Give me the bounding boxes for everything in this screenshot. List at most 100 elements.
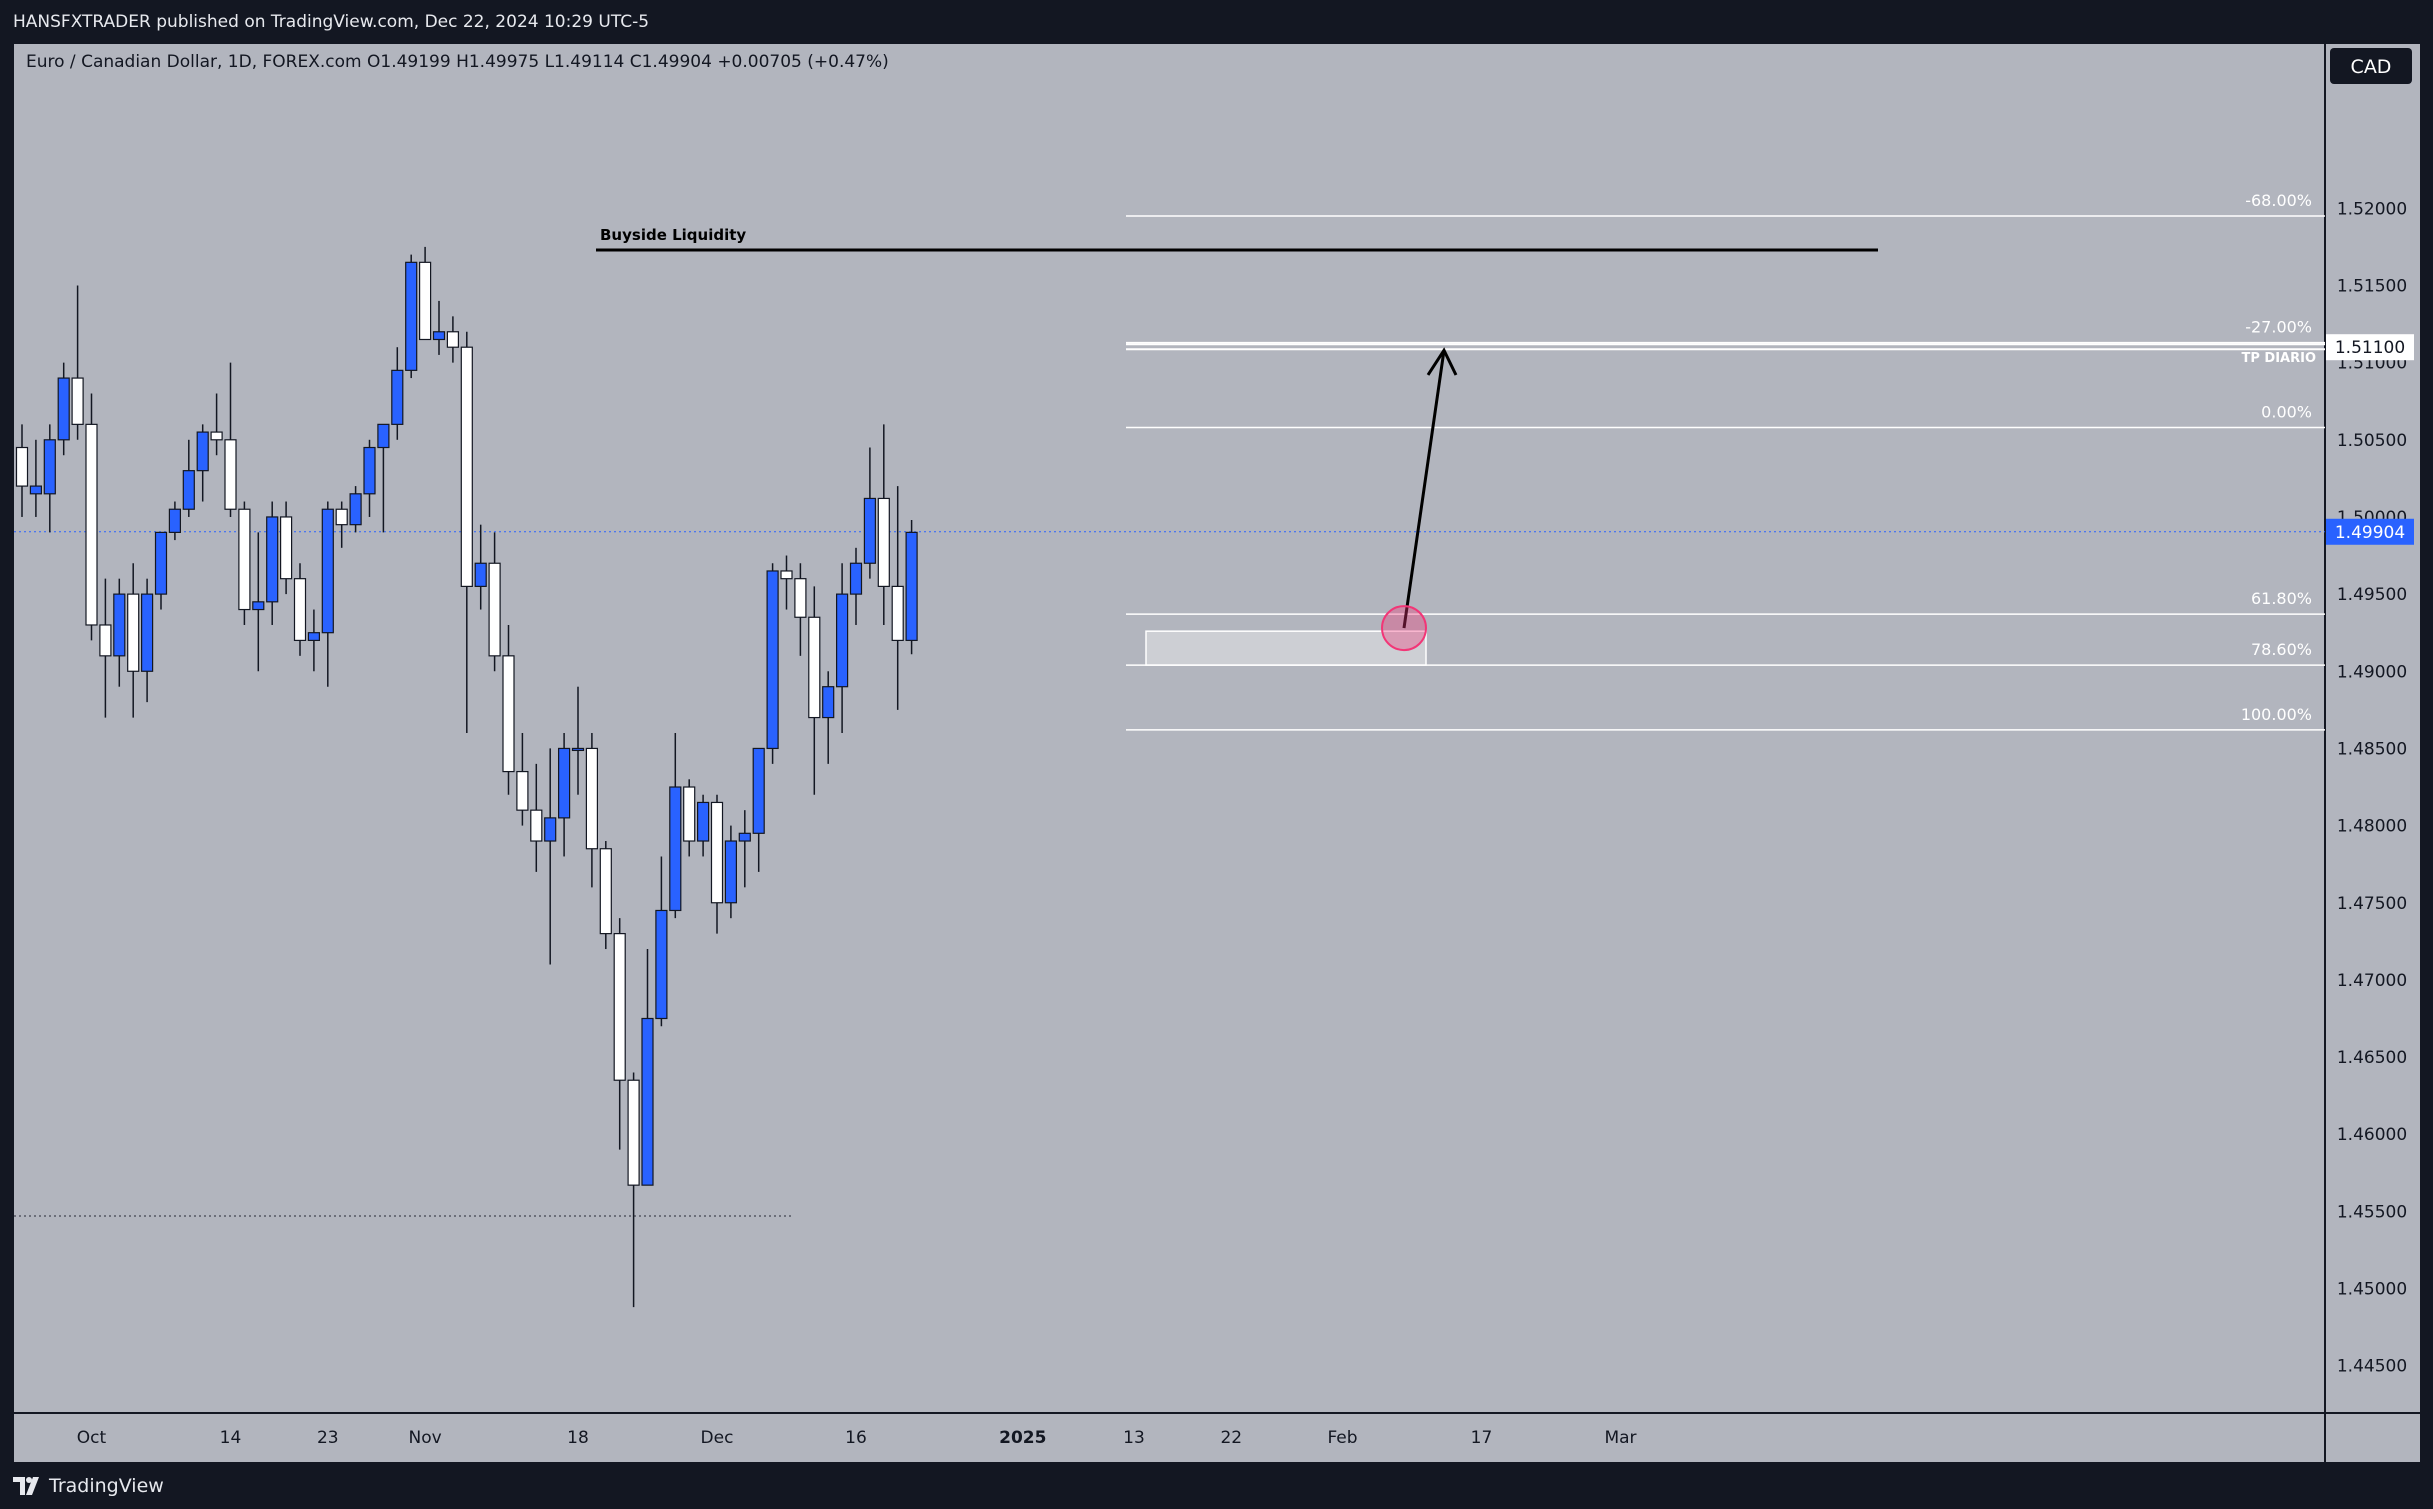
currency-badge[interactable]	[2330, 48, 2412, 84]
candle-down[interactable]	[293, 578, 307, 642]
publish-header: HANSFXTRADER published on TradingView.co…	[0, 0, 2433, 44]
candle-up[interactable]	[766, 570, 779, 750]
candle-up[interactable]	[196, 431, 209, 472]
buyside-liquidity-label: Buyside Liquidity	[600, 226, 746, 244]
candle-up[interactable]	[43, 439, 56, 495]
price-tick-label: 1.47500	[2337, 894, 2407, 914]
entry-zone-box[interactable]	[1145, 630, 1427, 666]
time-tick-label: 17	[1471, 1428, 1493, 1448]
candle-up[interactable]	[724, 840, 738, 904]
tp-price-label: 1.51100	[2335, 338, 2405, 358]
candle-up[interactable]	[29, 485, 42, 495]
candle-down[interactable]	[877, 497, 890, 587]
candle-up[interactable]	[474, 562, 487, 587]
projection-arrow[interactable]	[1402, 350, 1446, 629]
price-tick-label: 1.45000	[2337, 1280, 2407, 1300]
candle-down[interactable]	[530, 809, 543, 842]
candle-up[interactable]	[835, 593, 849, 688]
candle-up[interactable]	[154, 531, 168, 595]
candle-down[interactable]	[280, 516, 293, 580]
candle-down[interactable]	[627, 1079, 640, 1186]
candle-up[interactable]	[141, 593, 154, 672]
candle-down[interactable]	[99, 624, 112, 657]
price-tick-label: 1.45500	[2337, 1202, 2407, 1222]
candle-up[interactable]	[849, 562, 863, 595]
candle-up[interactable]	[752, 747, 765, 834]
time-tick-label: 14	[220, 1428, 242, 1448]
fib-level-label: 78.60%	[2251, 640, 2312, 659]
fib-level-label: 61.80%	[2251, 589, 2312, 608]
candle-down[interactable]	[613, 933, 626, 1081]
candle-down[interactable]	[891, 585, 904, 642]
candle-down[interactable]	[599, 848, 612, 935]
current-price-label: 1.49904	[2335, 523, 2405, 543]
candle-down[interactable]	[710, 801, 724, 904]
candle-down[interactable]	[808, 616, 821, 719]
candle-down[interactable]	[210, 431, 223, 441]
time-tick-label: 22	[1220, 1428, 1242, 1448]
projection-arrowhead	[1426, 347, 1458, 376]
candle-up[interactable]	[321, 508, 334, 634]
candle-up[interactable]	[57, 377, 70, 441]
candle-down[interactable]	[516, 770, 529, 811]
candle-up[interactable]	[405, 261, 418, 371]
entry-marker-circle[interactable]	[1381, 605, 1427, 652]
currency-badge-label: CAD	[2351, 56, 2392, 78]
candle-up[interactable]	[557, 747, 571, 819]
candle-up[interactable]	[182, 470, 195, 510]
candle-up[interactable]	[432, 331, 446, 341]
candle-up[interactable]	[307, 632, 320, 642]
candle-up[interactable]	[696, 801, 710, 842]
candle-down[interactable]	[488, 562, 501, 657]
candle-up[interactable]	[252, 601, 265, 611]
candle-up[interactable]	[266, 516, 279, 603]
tradingview-logo-icon	[13, 1476, 39, 1495]
candle-up[interactable]	[377, 423, 390, 449]
candle-down[interactable]	[794, 578, 807, 618]
price-tick-label: 1.47000	[2337, 971, 2407, 991]
candle-up[interactable]	[738, 832, 751, 842]
candle-down[interactable]	[71, 377, 84, 425]
price-tick-label: 1.52000	[2337, 199, 2407, 219]
publish-line: HANSFXTRADER published on TradingView.co…	[13, 12, 650, 32]
candle-up[interactable]	[863, 497, 877, 564]
candle-down[interactable]	[127, 593, 140, 672]
candle-up[interactable]	[168, 508, 181, 533]
candle-up[interactable]	[822, 686, 835, 719]
candle-down[interactable]	[780, 570, 793, 580]
candle-up[interactable]	[905, 531, 918, 642]
candle-down[interactable]	[15, 446, 29, 487]
candle-down[interactable]	[85, 423, 98, 626]
candle-up[interactable]	[669, 786, 682, 912]
candle-up[interactable]	[655, 909, 668, 1020]
candle-down[interactable]	[502, 655, 515, 773]
candlestick-chart[interactable]: 1.520001.515001.510001.505001.500001.495…	[0, 0, 2433, 1462]
symbol-legend: Euro / Canadian Dollar, 1D, FOREX.com O1…	[26, 52, 889, 72]
candle-down[interactable]	[446, 331, 459, 348]
candle-down[interactable]	[460, 346, 473, 587]
footer-bar: TradingView	[0, 1462, 2433, 1509]
time-tick-label: Oct	[77, 1428, 107, 1448]
candle-down[interactable]	[238, 508, 251, 611]
time-tick-label: 16	[845, 1428, 867, 1448]
candle-up[interactable]	[571, 747, 585, 752]
time-tick-label: Feb	[1327, 1428, 1357, 1448]
candle-down[interactable]	[585, 747, 599, 850]
tradingview-logo[interactable]: TradingView	[13, 1475, 164, 1497]
candle-up[interactable]	[113, 593, 126, 657]
candle-down[interactable]	[419, 261, 432, 341]
candle-down[interactable]	[224, 439, 237, 510]
candle-up[interactable]	[641, 1017, 654, 1186]
candle-up[interactable]	[363, 446, 376, 495]
candle-up[interactable]	[349, 493, 362, 526]
current-price-badge	[2326, 518, 2414, 545]
candle-up[interactable]	[391, 369, 404, 425]
fib-level-label: 100.00%	[2241, 705, 2312, 724]
candle-up[interactable]	[544, 817, 557, 842]
price-tick-label: 1.46000	[2337, 1125, 2407, 1145]
price-tick-label: 1.48500	[2337, 739, 2407, 759]
candle-down[interactable]	[335, 508, 348, 526]
time-tick-label: 23	[317, 1428, 339, 1448]
price-tick-label: 1.48000	[2337, 817, 2407, 837]
candle-down[interactable]	[683, 786, 696, 842]
